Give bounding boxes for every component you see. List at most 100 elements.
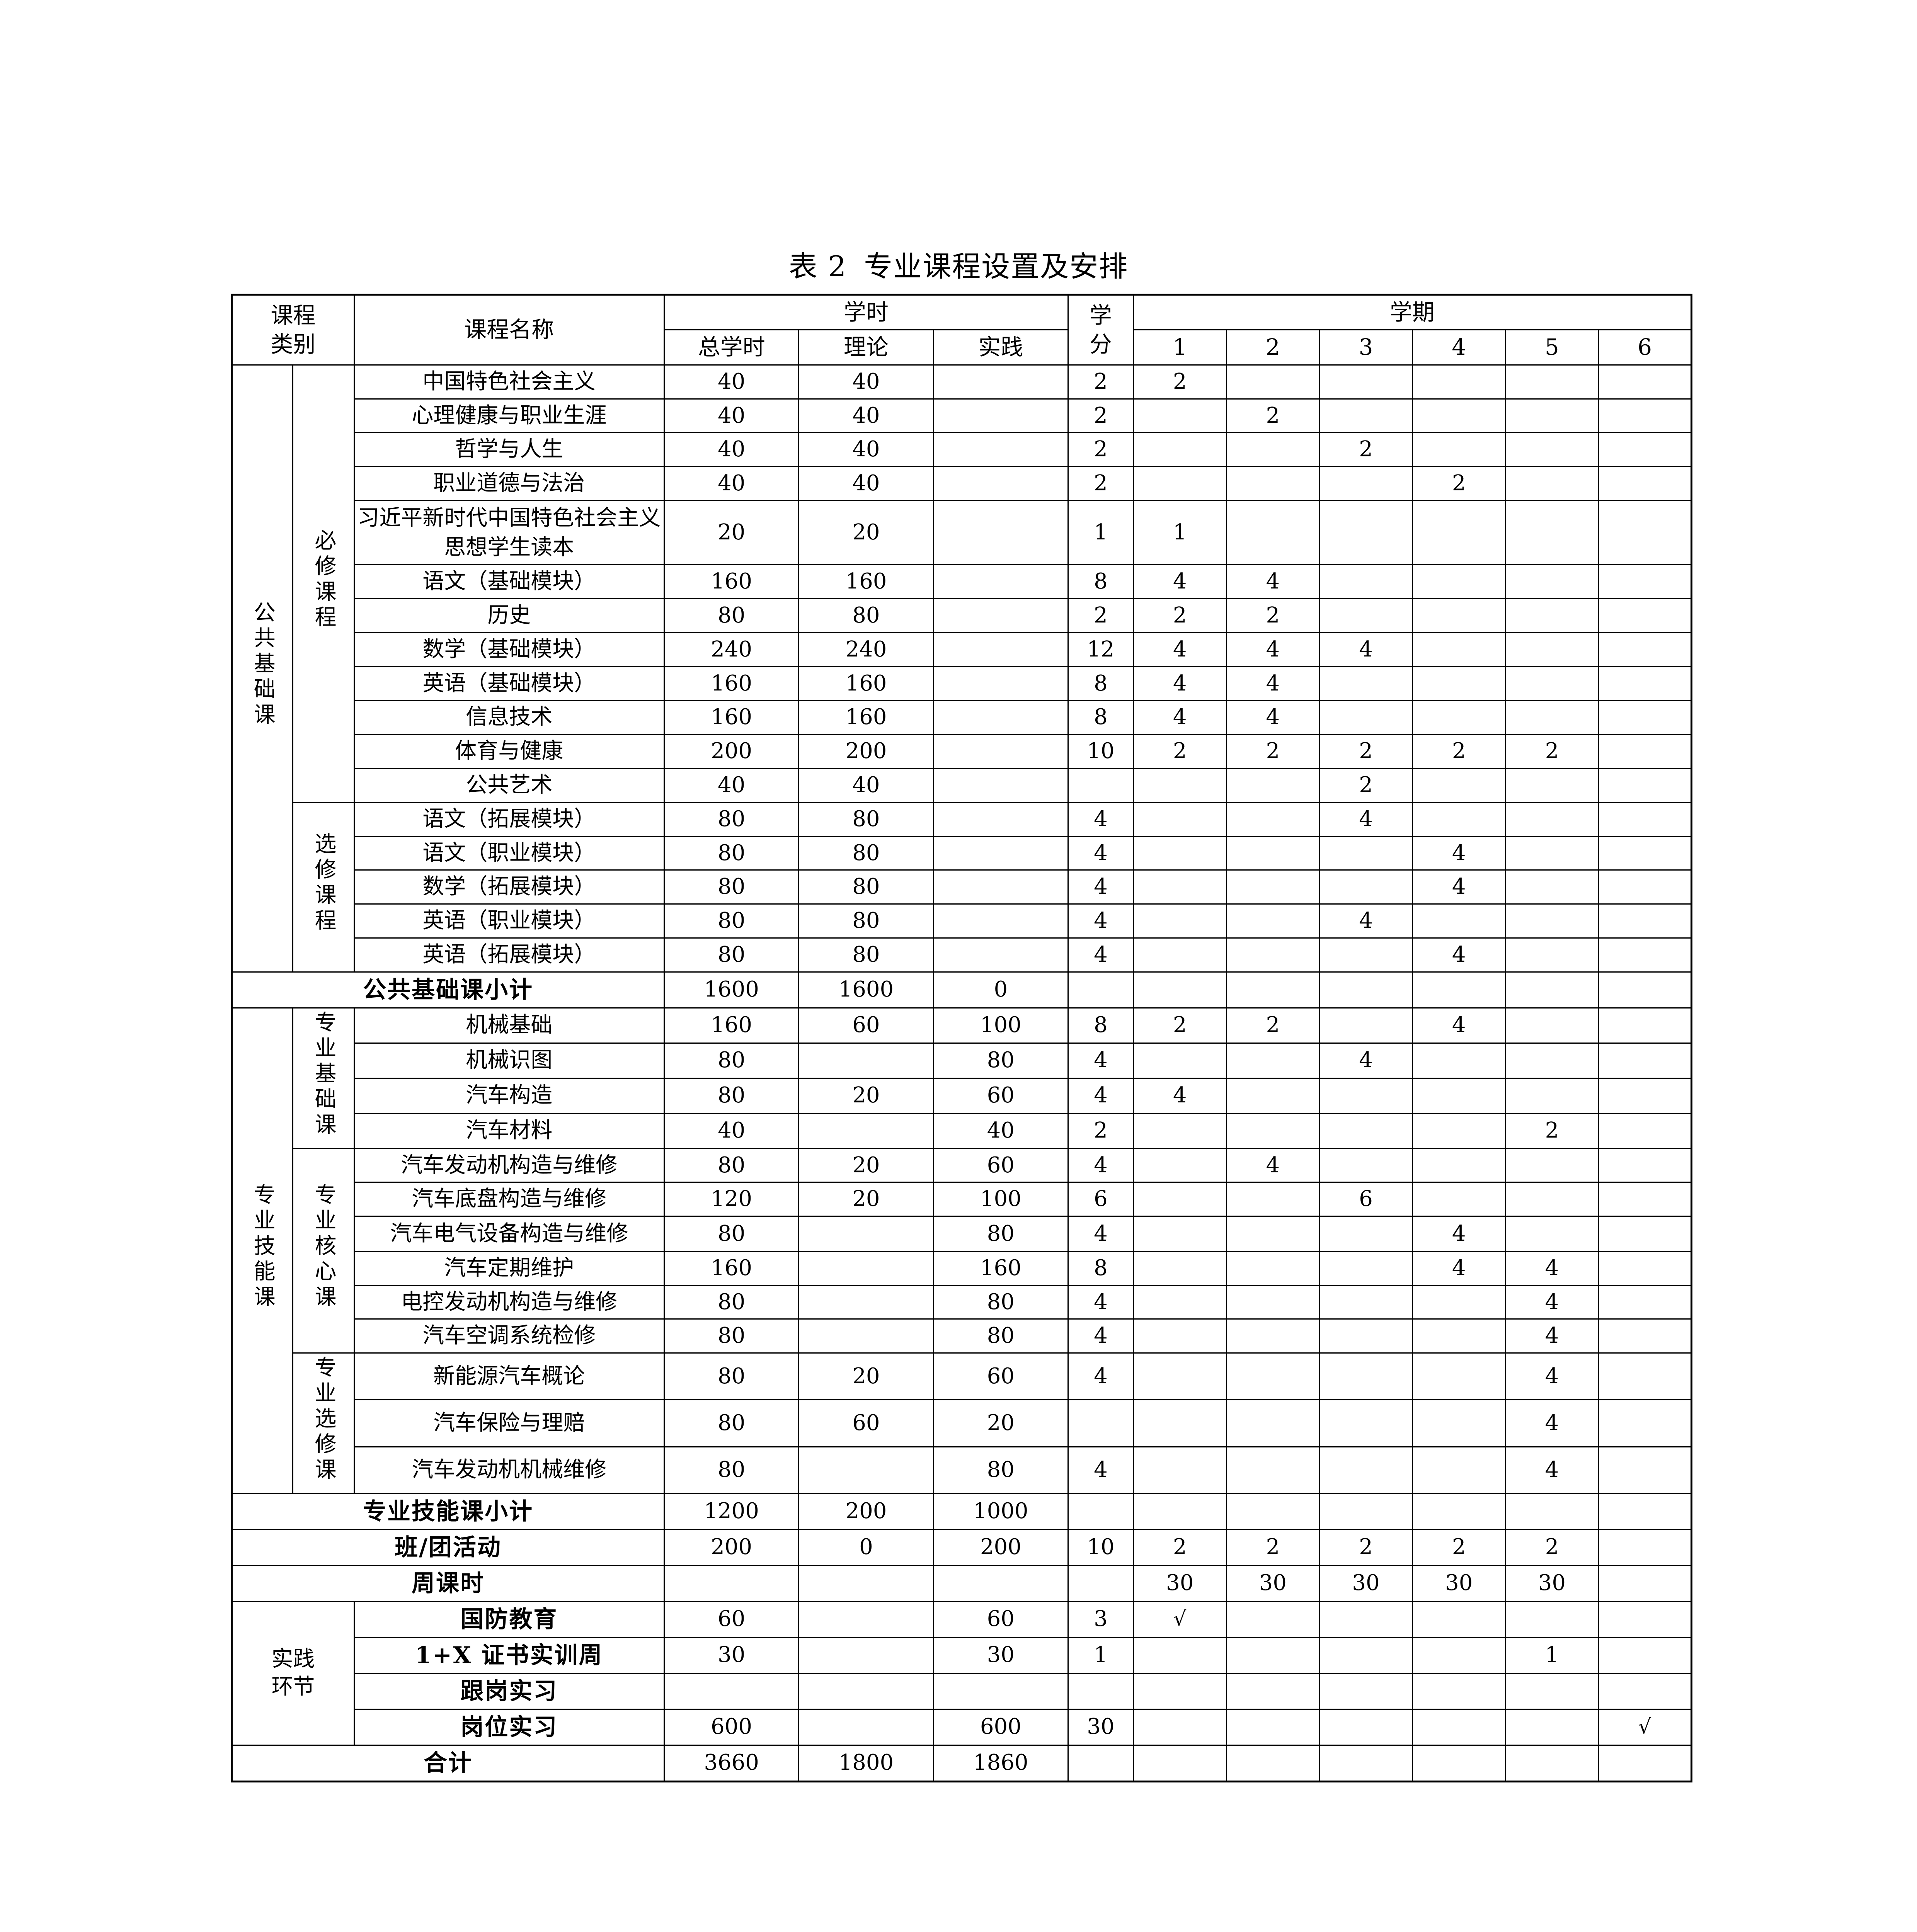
caption-prefix: 表 2 — [788, 250, 847, 283]
course-credit: 8 — [1067, 1007, 1134, 1044]
course-practice — [933, 500, 1069, 566]
course-theory — [798, 1318, 934, 1354]
course-practice — [933, 903, 1069, 939]
course-sem-1: 4 — [1132, 632, 1227, 667]
practice-theory — [798, 1636, 934, 1674]
course-sem-4 — [1411, 632, 1506, 667]
course-sem-3 — [1319, 1148, 1413, 1183]
course-sem-4 — [1411, 1182, 1506, 1217]
course-credit: 4 — [1067, 1216, 1134, 1252]
class-activity-sem-1: 2 — [1132, 1529, 1227, 1566]
course-sem-3: 4 — [1319, 632, 1413, 667]
course-credit: 4 — [1067, 1446, 1134, 1494]
course-credit: 4 — [1067, 1077, 1134, 1114]
course-practice — [933, 700, 1069, 735]
header-semester-3: 3 — [1319, 329, 1413, 366]
course-theory: 160 — [798, 666, 934, 701]
course-sem-2 — [1226, 1399, 1320, 1447]
table-row: 机械识图 80 80 4 4 — [232, 1042, 1692, 1079]
header-category-line2: 类别 — [271, 331, 316, 357]
course-sem-4: 4 — [1411, 1007, 1506, 1044]
table-row: 哲学与人生 40 40 2 2 — [232, 432, 1692, 468]
course-sem-1 — [1132, 1318, 1227, 1354]
course-sem-4: 4 — [1411, 937, 1506, 973]
course-sem-1 — [1132, 1250, 1227, 1286]
class-activity-row: 班/团活动 200 0 200 10 2 2 2 2 2 — [231, 1529, 1692, 1566]
course-total: 40 — [663, 767, 800, 803]
course-theory: 60 — [798, 1007, 934, 1044]
table-row: 公共基础课 必修课程 中国特色社会主义 40 40 2 2 — [231, 364, 1692, 973]
practice-sem-1 — [1132, 1708, 1227, 1746]
course-name: 体育与健康 — [353, 734, 665, 769]
course-sem-6 — [1598, 632, 1692, 667]
course-name: 中国特色社会主义 — [353, 364, 665, 400]
table-row: 历史 80 80 2 2 2 — [232, 598, 1692, 633]
course-credit: 8 — [1067, 700, 1134, 735]
course-sem-3 — [1319, 937, 1413, 973]
course-sem-4 — [1411, 1077, 1506, 1114]
course-credit: 2 — [1067, 398, 1134, 434]
course-sem-2 — [1226, 1112, 1320, 1149]
subtotal-public-credit — [1067, 971, 1134, 1009]
grand-total-sem-1 — [1132, 1744, 1227, 1782]
course-total: 80 — [663, 1284, 800, 1320]
table-row: 专业核心课 汽车发动机构造与维修 80 20 60 4 4 — [232, 1148, 1692, 1354]
course-practice: 80 — [933, 1446, 1069, 1494]
course-sem-6 — [1598, 903, 1692, 939]
course-theory: 20 — [798, 1182, 934, 1217]
course-theory: 80 — [798, 903, 934, 939]
course-total: 80 — [663, 835, 800, 871]
course-sem-4 — [1411, 700, 1506, 735]
practice-sem-1: √ — [1132, 1600, 1227, 1638]
course-sem-2 — [1226, 937, 1320, 973]
course-name: 汽车发动机构造与维修 — [353, 1148, 665, 1183]
course-sem-4 — [1411, 1148, 1506, 1183]
header-total-hours: 总学时 — [663, 329, 800, 366]
course-theory: 80 — [798, 937, 934, 973]
course-sem-1 — [1132, 432, 1227, 468]
course-theory — [798, 1284, 934, 1320]
course-practice — [933, 598, 1069, 633]
subtotal-public-sem-3 — [1319, 971, 1413, 1009]
table-row: 语文（职业模块） 80 80 4 4 — [232, 835, 1692, 871]
course-total: 80 — [663, 1446, 800, 1494]
course-sem-1 — [1132, 801, 1227, 837]
practice-sem-3 — [1319, 1600, 1413, 1638]
practice-name: 1+X 证书实训周 — [353, 1636, 665, 1674]
practice-sem-4 — [1411, 1672, 1506, 1710]
weekly-hours-sem-1: 30 — [1132, 1565, 1227, 1602]
course-total: 80 — [663, 1318, 800, 1354]
course-sem-4 — [1411, 432, 1506, 468]
course-sem-1: 2 — [1132, 734, 1227, 769]
course-sem-4 — [1411, 1112, 1506, 1149]
header-semester-5: 5 — [1505, 329, 1599, 366]
course-total: 40 — [663, 432, 800, 468]
course-credit: 4 — [1067, 801, 1134, 837]
table-row: 汽车构造 80 20 60 4 4 — [232, 1077, 1692, 1114]
subtotal-row-public: 公共基础课小计 1600 1600 0 — [231, 971, 1692, 1009]
course-practice — [933, 564, 1069, 599]
course-practice: 60 — [933, 1352, 1069, 1401]
table-row: 汽车材料 40 40 2 2 — [232, 1112, 1692, 1149]
header-semester-group: 学期 — [1132, 294, 1692, 331]
course-sem-6 — [1598, 1112, 1692, 1149]
practice-sem-6 — [1598, 1600, 1692, 1638]
course-sem-3 — [1319, 1077, 1413, 1114]
course-credit: 8 — [1067, 564, 1134, 599]
course-total: 80 — [663, 869, 800, 905]
table-row: 专业技能课 专业基础课 机械基础 160 60 100 8 2 2 4 — [231, 1007, 1692, 1494]
course-sem-1: 1 — [1132, 500, 1227, 566]
practice-sem-3 — [1319, 1672, 1413, 1710]
course-sem-4: 4 — [1411, 869, 1506, 905]
course-total: 160 — [663, 564, 800, 599]
grand-total-sem-6 — [1598, 1744, 1692, 1782]
course-credit: 6 — [1067, 1182, 1134, 1217]
course-total: 80 — [663, 598, 800, 633]
course-theory: 200 — [798, 734, 934, 769]
course-sem-6 — [1598, 432, 1692, 468]
course-sem-2 — [1226, 1077, 1320, 1114]
subtotal-skill-total: 1200 — [663, 1493, 800, 1530]
class-activity-sem-4: 2 — [1411, 1529, 1506, 1566]
course-practice — [933, 666, 1069, 701]
course-sem-3 — [1319, 666, 1413, 701]
